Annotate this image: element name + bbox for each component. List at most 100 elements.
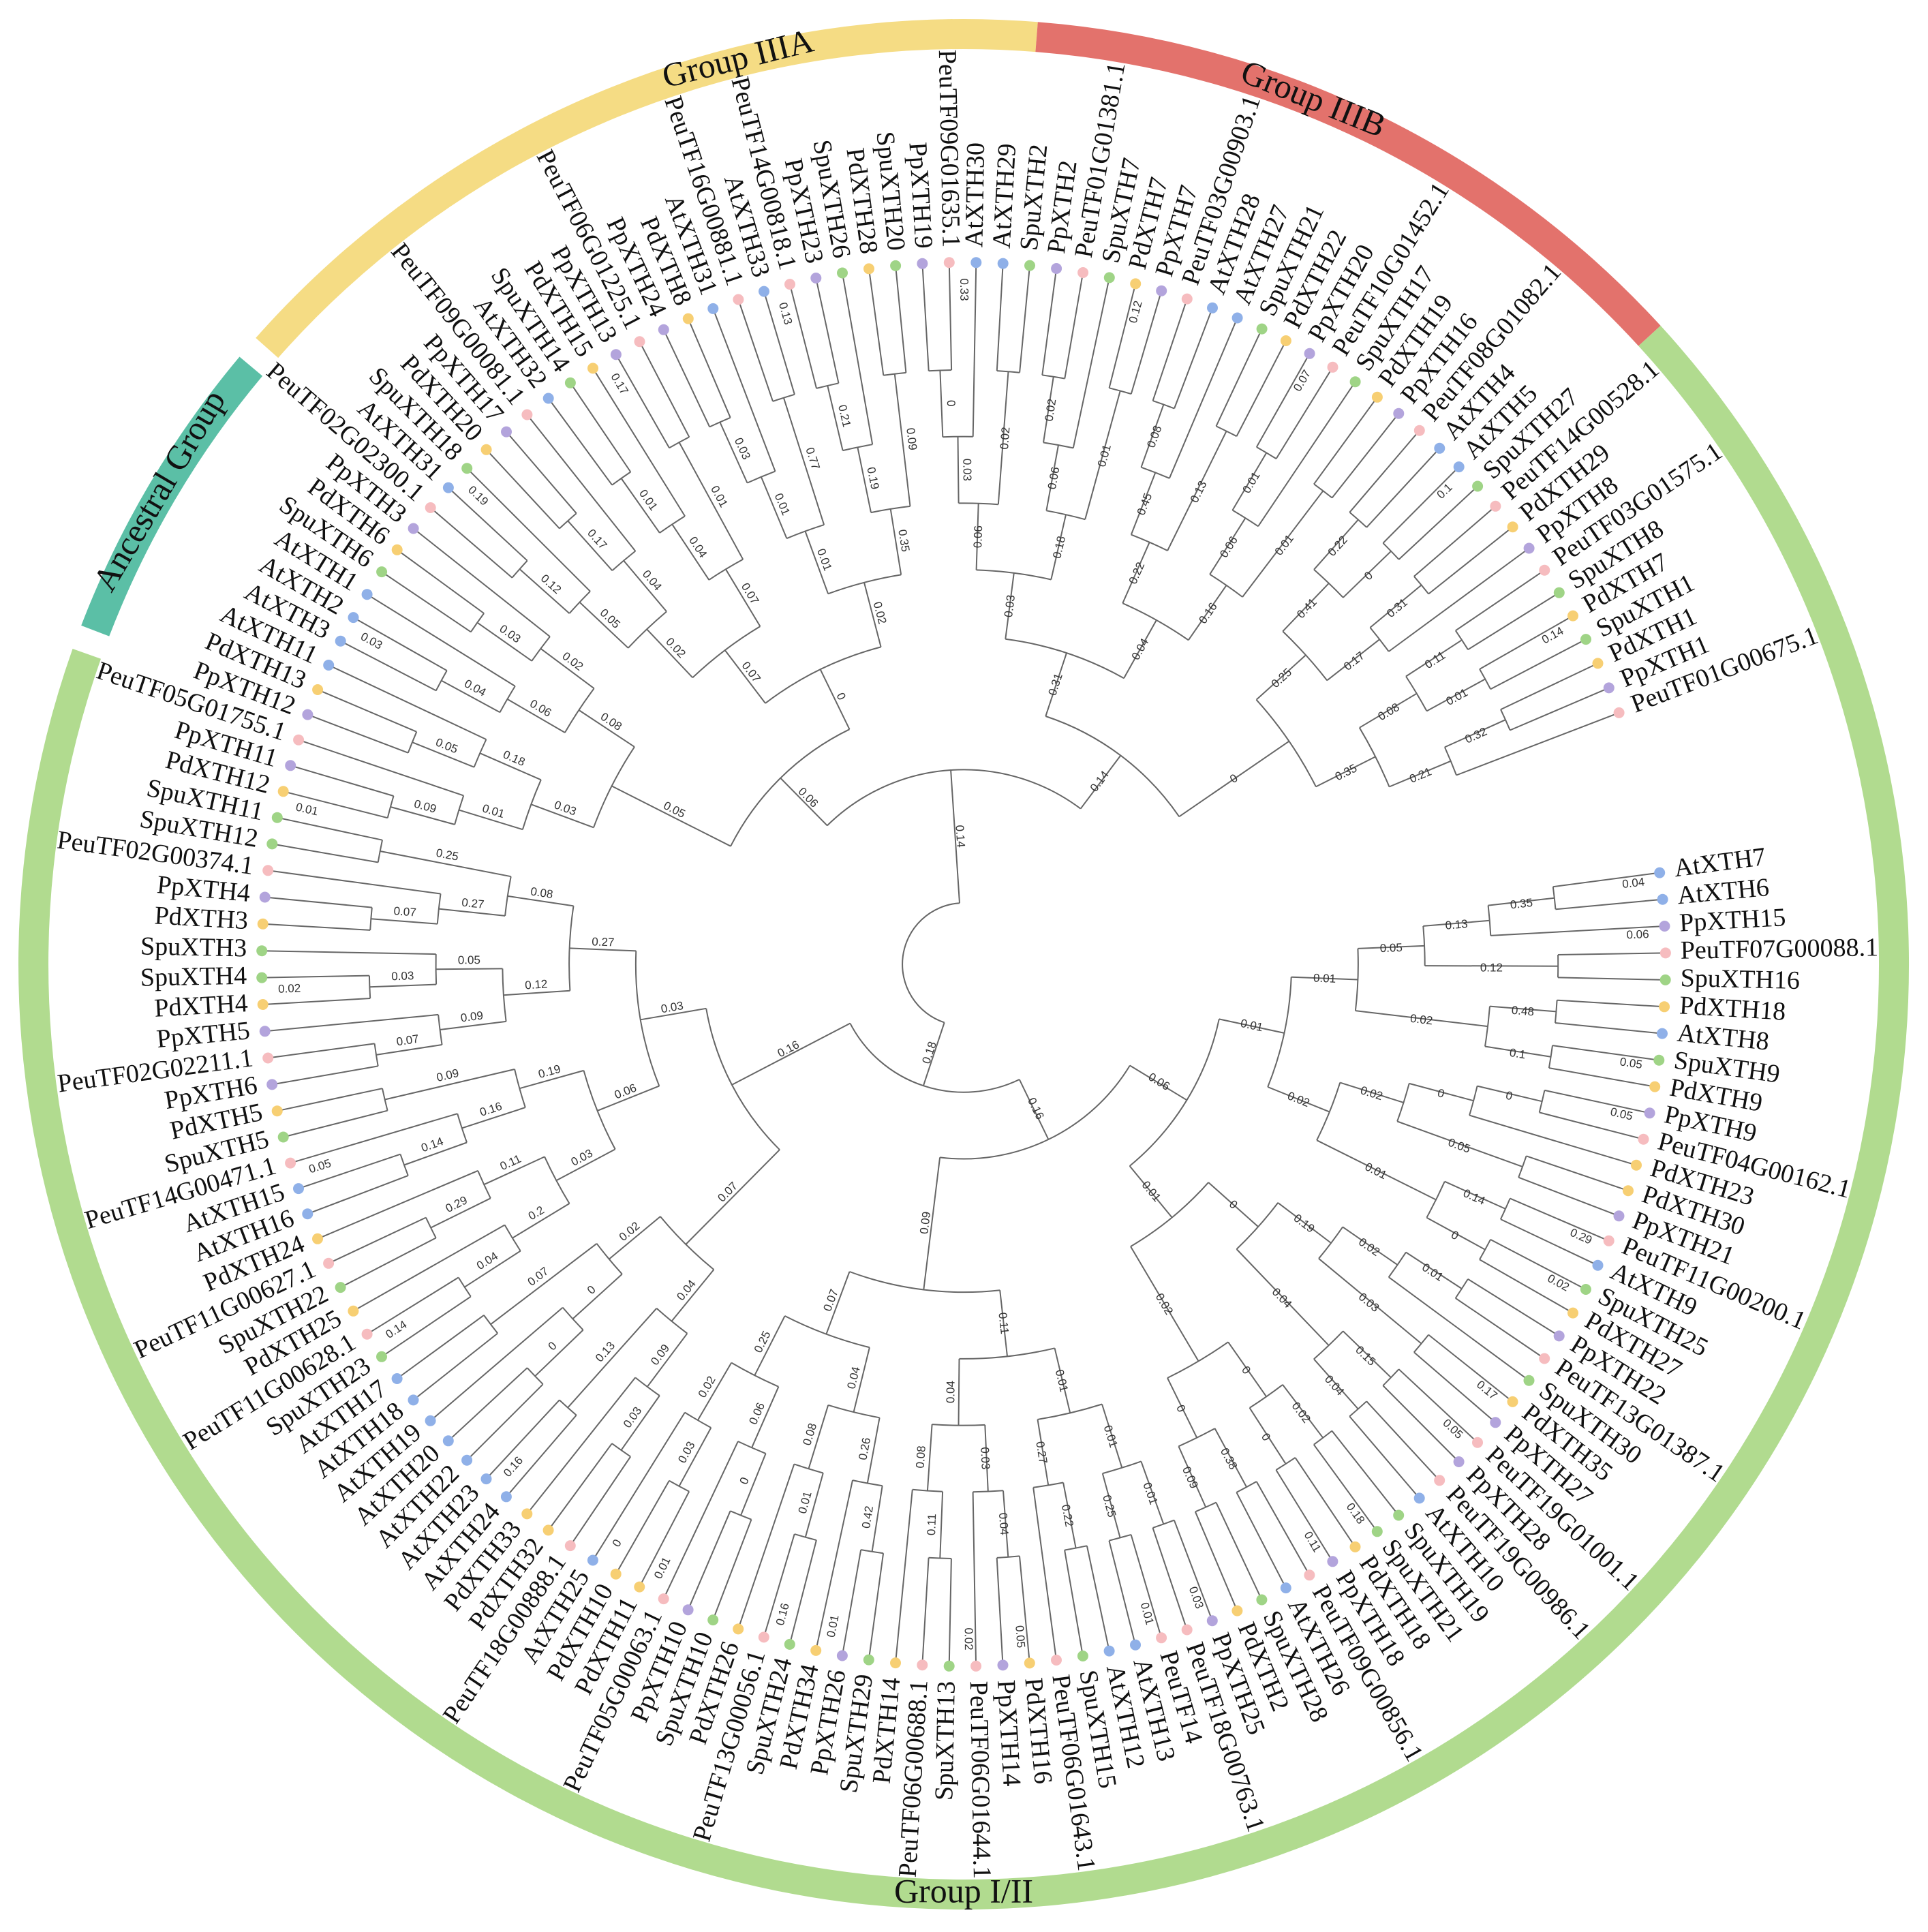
branch-183 (685, 1149, 780, 1245)
leaf-marker-pdxth18 (1349, 1541, 1361, 1552)
leaf-marker-atxth25 (587, 1554, 598, 1566)
branch-38 (1409, 1082, 1474, 1102)
branch-arc-426 (1256, 446, 1277, 459)
leaf-marker-ppxth20 (1304, 348, 1315, 359)
branch-arc-190 (611, 1443, 631, 1458)
branch-arc-449 (1369, 627, 1390, 652)
leaf-markers (256, 257, 1671, 1672)
branch-189 (620, 1395, 660, 1451)
leaf-marker-spuxth21 (1256, 323, 1268, 335)
support-value-59: 0.03 (675, 1439, 698, 1465)
leaf-marker-atxth26 (1280, 1582, 1291, 1594)
branch-153 (871, 1486, 883, 1552)
support-value-69: 0.07 (525, 1265, 551, 1289)
branch-373 (895, 265, 907, 373)
support-value-18: 0.14 (1461, 1186, 1487, 1208)
leaf-marker-ppxth8 (1523, 542, 1535, 554)
group-label-ancestral: Ancestral Group (85, 383, 233, 597)
branch-24 (1355, 1010, 1488, 1028)
branch-122 (1130, 1534, 1163, 1638)
branch-arc-353 (709, 416, 731, 428)
branch-arc-347 (827, 574, 902, 595)
branch-arc-195 (559, 1399, 577, 1416)
branch-428 (1275, 367, 1334, 459)
branch-215 (555, 1148, 616, 1182)
branch-408 (1122, 542, 1150, 604)
support-value-57: 0 (737, 1475, 752, 1486)
branch-arc-349 (786, 524, 825, 540)
branch-372 (868, 269, 885, 375)
branch-arc-280 (593, 746, 635, 828)
branch-217 (512, 1203, 570, 1239)
branch-252 (272, 1065, 378, 1086)
branch-452 (1413, 506, 1497, 577)
leaf-marker-pdxth14 (890, 1657, 901, 1669)
branch-arc-39 (1469, 1086, 1478, 1116)
branch-287 (283, 791, 388, 819)
support-value-111: 0.07 (739, 581, 761, 607)
support-value-6: 0.13 (1445, 917, 1469, 932)
branch-259 (262, 998, 371, 1005)
leaf-marker-peutf19g01001-1 (1472, 1437, 1483, 1448)
support-value-169: 0.02 (278, 982, 301, 996)
branch-arc-351 (747, 470, 776, 484)
branch-arc-115 (1102, 1460, 1142, 1475)
support-value-110: 0.17 (585, 527, 609, 552)
leaf-marker-spuxth16 (1659, 974, 1671, 985)
branch-129 (1064, 1550, 1084, 1657)
branch-arc-182 (705, 1008, 780, 1150)
branch-319 (579, 601, 629, 649)
branch-231 (519, 1069, 584, 1090)
branch-arc-307 (531, 636, 551, 662)
leaf-marker-peutf02g00374-1 (262, 865, 274, 876)
branch-157 (815, 1479, 853, 1651)
branch-1 (922, 1022, 945, 1086)
branch-100 (1214, 1428, 1247, 1488)
branch-arc-293 (407, 731, 418, 754)
support-value-184: 0.11 (1302, 1529, 1324, 1554)
branch-arc-418 (1216, 425, 1237, 438)
branch-arc-409 (1131, 534, 1168, 551)
branch-363 (857, 447, 872, 513)
support-value-61: 0.07 (715, 1180, 740, 1205)
branch-421 (1187, 585, 1227, 641)
leaf-marker-atxth18 (408, 1394, 419, 1406)
support-value-0: 0.18 (919, 1040, 938, 1065)
branch-107 (1194, 1511, 1238, 1611)
leaf-marker-spuxth18 (461, 463, 473, 474)
leaf-marker-peutf14g00528-1 (1490, 500, 1501, 512)
branch-269 (264, 896, 372, 908)
branch-53 (1510, 1197, 1610, 1242)
support-value-4: 0.01 (1313, 972, 1336, 985)
branch-240 (384, 1069, 515, 1101)
branch-350 (760, 476, 788, 539)
leaf-marker-peutf11g00628-1 (361, 1328, 373, 1340)
branch-arc-199 (596, 1243, 623, 1275)
branch-352 (719, 422, 748, 484)
support-value-112: 0.04 (686, 534, 709, 560)
support-value-33: 0 (1174, 1402, 1188, 1414)
branch-453 (1428, 526, 1514, 595)
branch-arc-403 (1109, 387, 1132, 395)
branch-392 (1019, 265, 1030, 373)
branch-333 (725, 568, 761, 627)
leaf-marker-ppxth22 (1553, 1330, 1565, 1342)
branch-173 (662, 1441, 739, 1599)
branch-430 (1242, 490, 1324, 598)
branch-447 (1398, 485, 1478, 560)
branch-139 (972, 1492, 977, 1666)
branch-271 (380, 850, 511, 878)
branch-104 (1178, 1445, 1207, 1508)
branch-185 (671, 1269, 715, 1322)
leaf-label-peutf07g00088-1: PeuTF07G00088.1 (1681, 933, 1879, 965)
branch-arc-322 (511, 560, 528, 579)
branch-473 (1456, 711, 1619, 776)
branch-arc-186 (656, 1308, 688, 1334)
branch-arc-334 (708, 558, 744, 581)
leaf-marker-spuxth7 (1103, 272, 1115, 283)
support-value-13: 0.02 (1359, 1084, 1384, 1103)
leaf-marker-pdxth1 (1592, 658, 1604, 669)
branch-23 (1557, 977, 1666, 981)
support-value-130: 0.02 (998, 427, 1012, 450)
